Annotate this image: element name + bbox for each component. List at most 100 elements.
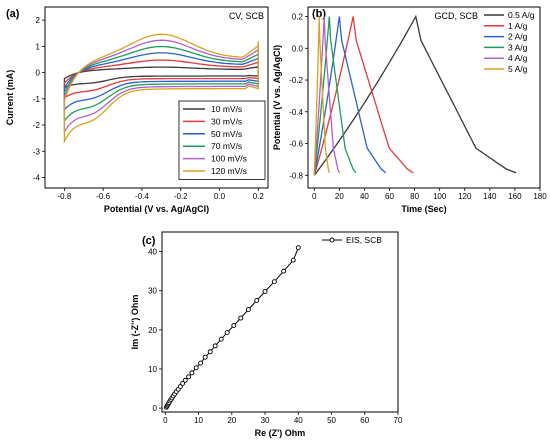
y-tick-label: -2 <box>33 121 41 130</box>
eis-point <box>177 384 183 390</box>
x-axis-label: Time (Sec) <box>401 204 446 214</box>
y-tick-label: 10 <box>148 365 157 374</box>
legend-label: 5 A/g <box>508 64 528 74</box>
y-axis-label: Current (mA) <box>5 70 15 126</box>
legend-label: 3 A/g <box>508 42 528 52</box>
y-tick-label: 2 <box>36 16 41 25</box>
panel-label-b: (b) <box>312 8 326 20</box>
x-tick-label: 60 <box>360 416 369 425</box>
x-tick-label: 50 <box>327 416 336 425</box>
eis-line <box>165 247 299 408</box>
legend-label: 2 A/g <box>508 32 528 42</box>
x-tick-label: 80 <box>410 192 419 201</box>
cv-chart: -0.8 -0.6 -0.4 -0.2 0.0 0.2 -4 -3 -2 -1 0 1 2 Potenti… <box>5 6 269 214</box>
gcd-curve <box>313 16 330 176</box>
eis-point <box>245 307 251 312</box>
x-tick-label: 60 <box>385 192 394 201</box>
legend-label: 70 mV/s <box>211 141 242 151</box>
y-tick-label: 0 <box>153 404 158 413</box>
y-tick-label: -0.2 <box>289 76 303 85</box>
legend-label: 1 A/g <box>508 21 528 31</box>
eis-point <box>218 336 224 342</box>
y-tick-label: 30 <box>148 287 157 296</box>
legend-label: 0.5 A/g <box>508 10 535 20</box>
y-tick-label: -3 <box>33 147 41 156</box>
gcd-curve <box>313 16 387 176</box>
eis-point <box>262 289 268 294</box>
y-tick-label: 1 <box>36 42 41 51</box>
eis-point <box>180 380 186 386</box>
legend-marker <box>329 237 335 243</box>
panel-label-a: (a) <box>6 8 20 20</box>
x-tick-label: -0.8 <box>57 192 71 201</box>
y-tick-label: -4 <box>33 174 41 183</box>
eis-point <box>231 323 237 328</box>
y-tick-label: -1 <box>33 95 41 104</box>
x-tick-label: 70 <box>394 416 403 425</box>
y-tick-label: -0.8 <box>289 171 303 180</box>
x-tick-label: 140 <box>483 192 497 201</box>
eis-point <box>182 377 188 383</box>
x-axis-label: Re (Z') Ohm <box>255 428 306 438</box>
x-tick-label: 120 <box>458 192 472 201</box>
y-tick-label: 40 <box>148 248 157 257</box>
gcd-curve <box>313 14 517 176</box>
eis-point <box>295 245 301 251</box>
x-tick-label: -0.4 <box>135 192 149 201</box>
x-tick-label: 100 <box>433 192 447 201</box>
y-tick-label: 0.0 <box>292 44 304 53</box>
x-tick-label: 20 <box>227 416 236 425</box>
eis-point <box>198 360 204 366</box>
eis-point <box>290 257 296 263</box>
legend-label: 50 mV/s <box>211 129 242 139</box>
y-axis-label: Im (-Z'') Ohm <box>130 295 140 350</box>
x-tick-label: 40 <box>294 416 303 425</box>
y-tick-label: -0.6 <box>289 140 303 149</box>
gcd-curve <box>313 16 414 176</box>
eis-point <box>224 330 230 336</box>
y-tick-label: -0.4 <box>289 108 303 117</box>
eis-chart: 0 10 20 30 40 50 60 70 0 10 20 30 40 Re (Z') Ohm Im (-… <box>130 231 403 438</box>
eis-point <box>202 354 208 360</box>
y-tick-label: 0.2 <box>292 13 304 22</box>
legend-label: 10 mV/s <box>211 104 242 114</box>
x-tick-label: 0.0 <box>214 192 226 201</box>
x-tick-label: -0.2 <box>174 192 188 201</box>
x-tick-label: 10 <box>194 416 203 425</box>
x-tick-label: 0 <box>163 416 168 425</box>
cv-legend <box>178 100 266 180</box>
legend-label: EIS, SCB <box>346 235 382 245</box>
x-tick-label: 20 <box>335 192 344 201</box>
eis-point <box>193 365 199 371</box>
legend-label: 30 mV/s <box>211 116 242 126</box>
eis-point <box>212 343 218 349</box>
cv-annotation: CV, SCB <box>229 11 264 21</box>
gcd-annotation: GCD, SCB <box>434 11 478 21</box>
eis-point <box>271 279 277 285</box>
gcd-chart: 0 20 40 60 80 100 120 140 160 180 -0.8 -0.6 -0.4 -0.2… <box>272 6 547 214</box>
eis-point <box>207 349 213 355</box>
legend-label: 100 mV/s <box>211 154 247 164</box>
x-axis-label: Potential (V vs. Ag/AgCl) <box>104 204 209 214</box>
y-tick-label: 20 <box>148 326 157 335</box>
eis-point <box>254 298 260 303</box>
x-tick-label: -0.6 <box>96 192 110 201</box>
plot-frame <box>44 6 269 189</box>
x-tick-label: 0.2 <box>253 192 265 201</box>
panel-label-c: (c) <box>142 235 156 247</box>
x-tick-label: 0 <box>312 192 317 201</box>
eis-point <box>189 370 195 376</box>
legend-label: 4 A/g <box>508 53 528 63</box>
plot-frame <box>161 231 399 413</box>
plot-frame <box>307 6 541 189</box>
gcd-curve <box>313 16 357 176</box>
x-tick-label: 180 <box>533 192 547 201</box>
x-tick-label: 30 <box>261 416 270 425</box>
y-axis-label: Potential (V vs. Ag/AgCl) <box>272 45 282 150</box>
eis-point <box>186 374 192 380</box>
gcd-curve <box>313 16 341 176</box>
y-tick-label: 0 <box>36 69 41 78</box>
eis-point <box>281 268 287 274</box>
eis-point <box>238 315 244 321</box>
